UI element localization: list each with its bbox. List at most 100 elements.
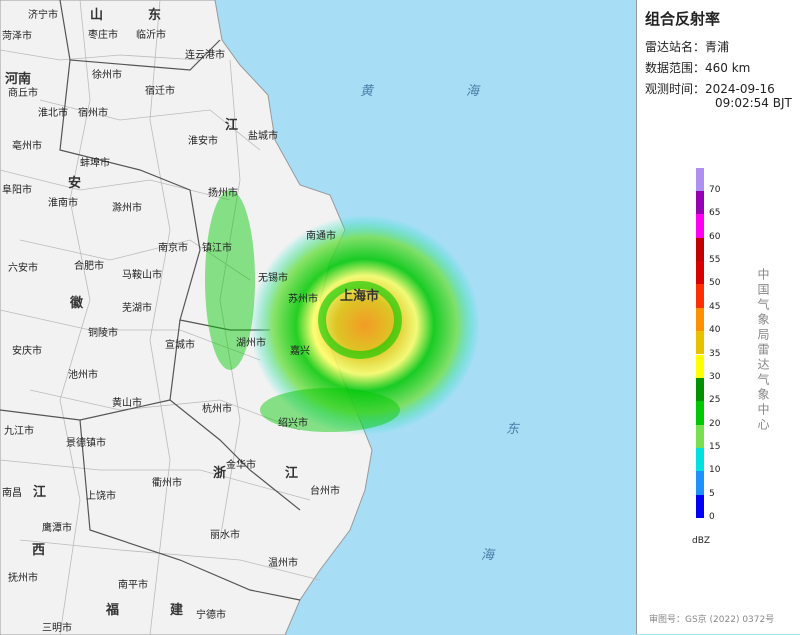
place-label: 淮安市 — [188, 136, 218, 147]
color-segment — [696, 261, 704, 285]
legend-tick-label: 60 — [709, 231, 721, 242]
legend-tick-label: 40 — [709, 325, 721, 336]
row-label: 雷达站名： — [645, 40, 706, 54]
place-label: 抚州市 — [8, 573, 38, 584]
color-segment — [696, 424, 704, 448]
place-label: 南京市 — [158, 243, 188, 254]
place-label: 建 — [170, 603, 184, 618]
place-label: 连云港市 — [185, 50, 225, 61]
place-label: 安 — [68, 176, 82, 191]
radar-echo-band — [260, 388, 400, 432]
place-label: 亳州市 — [12, 141, 42, 152]
panel-title: 组合反射率 — [645, 10, 721, 28]
radar-echo — [250, 215, 480, 435]
place-label: 浙 — [213, 466, 227, 481]
place-label: 鹰潭市 — [42, 523, 72, 534]
place-label: 枣庄市 — [88, 30, 118, 41]
info-row: 雷达站名：青浦 — [645, 38, 729, 55]
map — [0, 0, 480, 635]
legend-tick-label: 20 — [709, 418, 721, 429]
legend-unit: dBZ — [692, 536, 711, 546]
place-label: 景德镇市 — [66, 438, 106, 449]
place-label: 宁德市 — [196, 610, 226, 621]
row-value: 青浦 — [705, 40, 730, 54]
place-label: 菏泽市 — [2, 31, 32, 42]
place-label: 江 — [33, 485, 47, 500]
color-segment — [696, 307, 704, 332]
color-segment — [696, 494, 704, 518]
place-label: 徽 — [70, 296, 84, 311]
color-segment — [696, 377, 704, 402]
place-label: 无锡市 — [258, 273, 288, 284]
place-label: 丽水市 — [210, 530, 240, 541]
legend-tick-label: 5 — [709, 488, 715, 499]
place-label: 宣城市 — [165, 340, 195, 351]
place-label: 宿迁市 — [145, 86, 175, 97]
approval-number: 审图号：GS京 (2022) 0372号 — [649, 615, 775, 625]
place-label: 苏州市 — [288, 294, 318, 305]
legend-tick-label: 35 — [709, 348, 721, 359]
place-label: 杭州市 — [202, 404, 232, 415]
place-label: 衢州市 — [152, 478, 182, 489]
place-label: 商丘市 — [8, 88, 38, 99]
place-label: 六安市 — [8, 263, 38, 274]
color-segment — [696, 284, 704, 308]
place-label: 湖州市 — [236, 338, 266, 349]
row-value: 460 km — [705, 61, 751, 75]
place-label: 黄山市 — [112, 398, 142, 409]
place-label: 上海市 — [340, 289, 380, 304]
place-label: 淮北市 — [38, 108, 68, 119]
legend-tick-label: 45 — [709, 301, 721, 312]
place-label: 西 — [32, 543, 46, 558]
color-segment — [696, 354, 704, 378]
place-label: 扬州市 — [208, 188, 238, 199]
place-label: 铜陵市 — [88, 328, 118, 339]
legend-tick-label: 30 — [709, 371, 721, 382]
place-label: 三明市 — [42, 623, 72, 634]
place-label: 南昌 — [2, 488, 22, 499]
row-value: 09:02:54 BJT — [715, 96, 792, 110]
info-row: 数据范围：460 km — [645, 59, 750, 76]
place-label: 黄 — [360, 84, 374, 99]
place-label: 马鞍山市 — [122, 270, 162, 281]
place-label: 九江市 — [4, 426, 34, 437]
legend-tick-label: 15 — [709, 441, 721, 452]
place-label: 金华市 — [226, 460, 256, 471]
place-label: 东 — [148, 8, 162, 23]
color-segment — [696, 401, 704, 425]
place-label: 南平市 — [118, 580, 148, 591]
place-label: 徐州市 — [92, 70, 122, 81]
place-label: 海 — [481, 548, 495, 563]
place-label: 宿州市 — [78, 108, 108, 119]
source-label: 中国气象局雷达气象中心 — [756, 268, 770, 433]
color-segment — [696, 447, 704, 472]
place-label: 南通市 — [306, 231, 336, 242]
color-segment — [696, 471, 704, 495]
legend-tick-label: 10 — [709, 465, 721, 476]
color-segment — [696, 214, 704, 238]
place-label: 江 — [285, 466, 299, 481]
place-label: 池州市 — [68, 370, 98, 381]
place-label: 合肥市 — [74, 261, 104, 272]
place-label: 济宁市 — [28, 10, 58, 21]
radar-echo-band — [205, 190, 255, 370]
place-label: 上饶市 — [86, 491, 116, 502]
place-label: 淮南市 — [48, 198, 78, 209]
place-label: 安庆市 — [12, 346, 42, 357]
place-label: 温州市 — [268, 558, 298, 569]
info-row: 观测时间：2024-09-16 — [645, 80, 775, 97]
place-label: 临沂市 — [136, 30, 166, 41]
row-label: 观测时间： — [645, 82, 706, 96]
legend-tick-label: 0 — [709, 512, 715, 522]
color-segment — [696, 191, 704, 215]
legend-tick-label: 50 — [709, 278, 721, 289]
place-label: 山 — [90, 8, 104, 23]
legend-tick-label: 70 — [709, 185, 721, 195]
place-label: 蚌埠市 — [80, 158, 110, 169]
color-segment — [696, 331, 704, 355]
place-label: 芜湖市 — [122, 303, 152, 314]
place-label: 阜阳市 — [2, 185, 32, 196]
row-value: 2024-09-16 — [705, 82, 775, 96]
place-label: 台州市 — [310, 486, 340, 497]
